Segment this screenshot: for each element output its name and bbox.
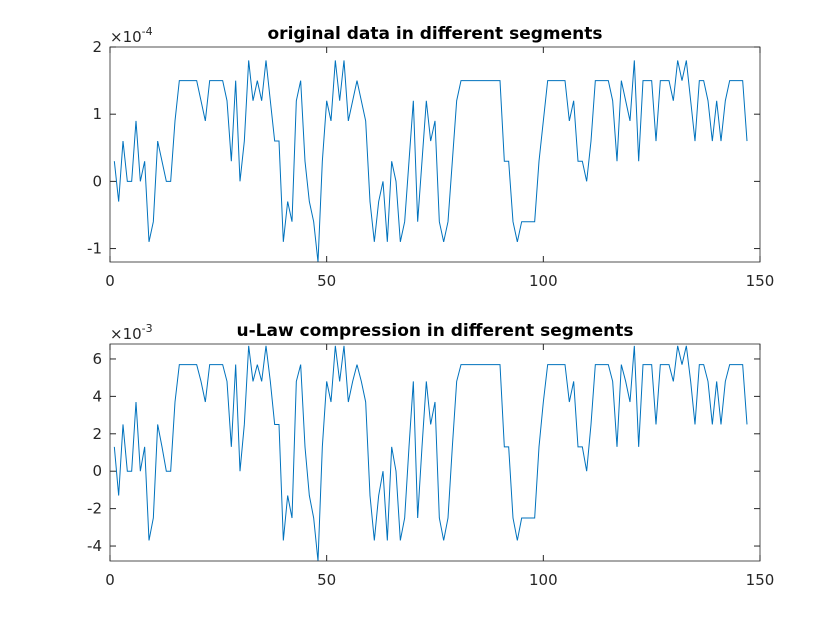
axes-background <box>110 344 760 561</box>
exponent-label: ×10-3 <box>110 322 153 343</box>
y-tick-label: -4 <box>87 537 102 555</box>
x-tick-label: 50 <box>317 571 336 589</box>
axes-background <box>110 47 760 262</box>
y-tick-label: -1 <box>87 240 102 258</box>
exponent-label: ×10-4 <box>110 25 153 46</box>
x-tick-label: 150 <box>746 272 775 290</box>
x-tick-label: 50 <box>317 272 336 290</box>
exponent-power: -4 <box>142 25 153 38</box>
y-tick-label: 1 <box>92 105 102 123</box>
y-tick-label: 0 <box>92 172 102 190</box>
y-tick-label: 0 <box>92 462 102 480</box>
exponent-base: ×10 <box>110 325 142 343</box>
exponent-base: ×10 <box>110 28 142 46</box>
y-tick-label: 4 <box>92 387 102 405</box>
y-tick-label: -2 <box>87 500 102 518</box>
x-tick-label: 0 <box>105 272 115 290</box>
data-line <box>113 345 748 562</box>
data-line <box>113 60 748 263</box>
chart-title: original data in different segments <box>268 24 603 44</box>
y-tick-label: 2 <box>92 425 102 443</box>
y-tick-label: 2 <box>92 38 102 56</box>
x-tick-label: 100 <box>529 571 558 589</box>
y-tick-label: 6 <box>92 350 102 368</box>
chart-title: u-Law compression in different segments <box>236 321 633 341</box>
x-tick-label: 100 <box>529 272 558 290</box>
x-tick-label: 0 <box>105 571 115 589</box>
exponent-power: -3 <box>142 322 153 335</box>
axes-box <box>109 343 761 562</box>
axes-box <box>109 46 761 263</box>
x-tick-label: 150 <box>746 571 775 589</box>
